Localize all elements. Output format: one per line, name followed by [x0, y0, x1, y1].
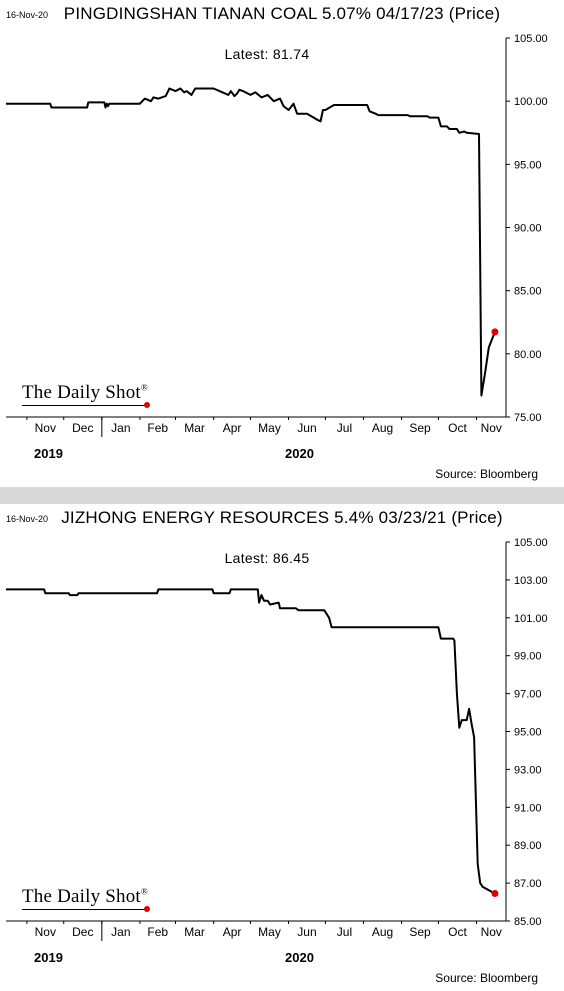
y-tick-label: 105.00 — [514, 537, 548, 549]
latest-point-marker — [491, 328, 499, 336]
x-tick-label: Sep — [409, 925, 431, 939]
x-tick-label: Jan — [111, 421, 130, 435]
logo-underline — [22, 405, 148, 406]
chart-panel-1: 16-Nov-20 PINGDINGSHAN TIANAN COAL 5.07%… — [0, 0, 564, 487]
logo-dot-icon — [144, 402, 150, 408]
x-tick-label: May — [258, 421, 281, 435]
chart-title: PINGDINGSHAN TIANAN COAL 5.07% 04/17/23 … — [63, 4, 501, 23]
x-tick-label: Nov — [35, 421, 56, 435]
x-tick-label: May — [258, 925, 281, 939]
y-tick-label: 97.00 — [514, 689, 542, 701]
x-tick-label: Apr — [223, 925, 242, 939]
x-tick-label: Aug — [372, 925, 393, 939]
y-tick-label: 95.00 — [514, 727, 542, 739]
y-tick-label: 75.00 — [514, 412, 542, 424]
y-tick-label: 101.00 — [514, 613, 548, 625]
y-tick-label: 91.00 — [514, 802, 542, 814]
y-tick-label: 85.00 — [514, 286, 542, 298]
y-tick-label: 87.00 — [514, 878, 542, 890]
logo-text: The Daily Shot — [22, 886, 141, 907]
panel-separator — [0, 487, 564, 504]
x-tick-label: Mar — [184, 925, 205, 939]
x-tick-label: Dec — [72, 421, 93, 435]
latest-value-label: Latest: 81.74 — [224, 46, 310, 62]
y-tick-label: 80.00 — [514, 349, 542, 361]
y-tick-label: 100.00 — [514, 96, 548, 108]
series-line — [6, 87, 496, 397]
series-line — [6, 588, 496, 895]
x-tick-label: Sep — [409, 421, 431, 435]
y-tick-label: 99.00 — [514, 651, 542, 663]
x-tick-label: Jul — [337, 925, 352, 939]
daily-shot-logo: The Daily Shot® — [22, 886, 148, 908]
source-label: Source: Bloomberg — [435, 467, 538, 481]
chart-title: JIZHONG ENERGY RESOURCES 5.4% 03/23/21 (… — [61, 508, 503, 527]
y-tick-label: 103.00 — [514, 575, 548, 587]
y-tick-label: 89.00 — [514, 840, 542, 852]
y-tick-label: 95.00 — [514, 159, 542, 171]
logo-mark: ® — [140, 382, 148, 393]
x-tick-label: Jun — [297, 421, 316, 435]
x-tick-label: Nov — [481, 421, 502, 435]
x-tick-label: Oct — [448, 925, 467, 939]
x-tick-label: Jul — [337, 421, 352, 435]
x-tick-label: Dec — [72, 925, 93, 939]
y-tick-label: 93.00 — [514, 764, 542, 776]
latest-point-marker — [491, 890, 499, 898]
year-label-2019: 2019 — [34, 950, 63, 965]
chart-plot-1: 105.00 100.00 95.00 90.00 85.00 80.00 75.00 Nov… — [6, 33, 548, 437]
x-tick-label: Jun — [297, 925, 316, 939]
date-label: 16-Nov-20 — [6, 514, 49, 524]
logo-underline — [22, 909, 148, 910]
x-tick-label: Aug — [372, 421, 393, 435]
chart-panel-2: 16-Nov-20 JIZHONG ENERGY RESOURCES 5.4% … — [0, 504, 564, 991]
daily-shot-logo: The Daily Shot® — [22, 382, 148, 404]
x-tick-label: Feb — [147, 421, 168, 435]
x-tick-label: Apr — [223, 421, 242, 435]
logo-text: The Daily Shot — [22, 382, 141, 403]
x-tick-label: Nov — [35, 925, 56, 939]
y-tick-label: 105.00 — [514, 33, 548, 45]
logo-mark: ® — [140, 886, 148, 897]
logo-dot-icon — [144, 906, 150, 912]
year-label-2020: 2020 — [285, 950, 314, 965]
x-tick-label: Oct — [448, 421, 467, 435]
date-label: 16-Nov-20 — [6, 10, 49, 20]
x-tick-label: Nov — [481, 925, 502, 939]
x-tick-label: Mar — [184, 421, 205, 435]
chart-plot-2: 105.00 103.00 101.00 99.00 97.00 95.00 93.00 91… — [6, 537, 548, 941]
latest-value-label: Latest: 86.45 — [224, 550, 310, 566]
x-tick-label: Jan — [111, 925, 130, 939]
year-label-2020: 2020 — [285, 446, 314, 461]
y-tick-label: 85.00 — [514, 916, 542, 928]
x-tick-label: Feb — [147, 925, 168, 939]
year-label-2019: 2019 — [34, 446, 63, 461]
y-tick-label: 90.00 — [514, 223, 542, 235]
source-label: Source: Bloomberg — [435, 971, 538, 985]
